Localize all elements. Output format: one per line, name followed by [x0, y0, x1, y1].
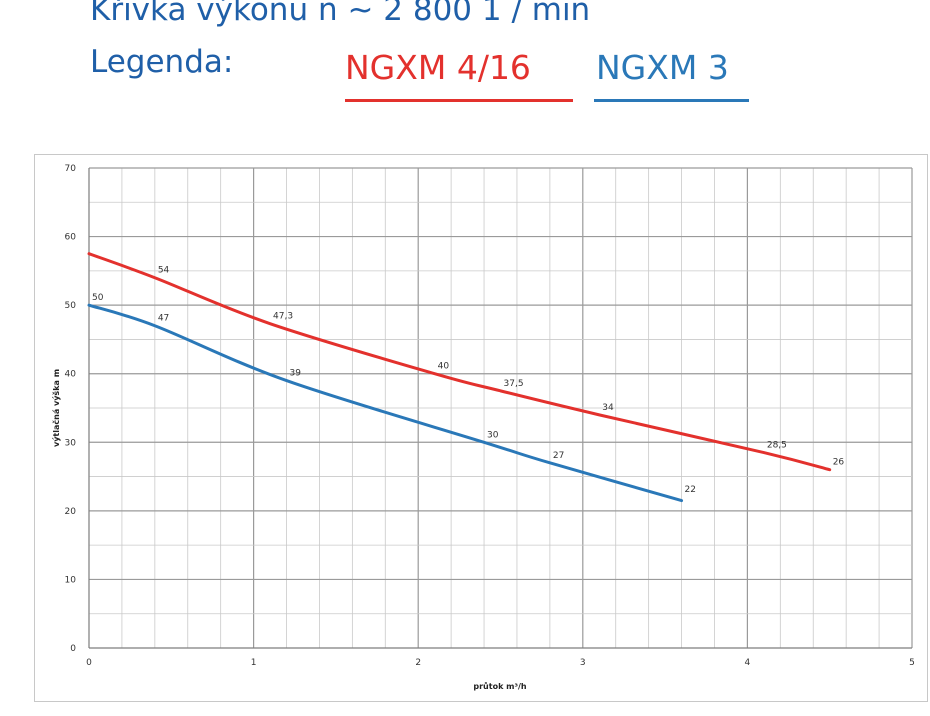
- y-tick-label: 20: [65, 507, 77, 517]
- y-tick-label: 70: [65, 164, 77, 174]
- data-label: 34: [602, 403, 614, 413]
- chart-title: Křivka výkonu n ~ 2 800 1 / min: [90, 0, 591, 28]
- x-tick-label: 3: [580, 658, 586, 668]
- chart-data-labels: 54 47,3 40 37,5 34 28,5 26 50 47 39 30 27 22: [92, 266, 844, 495]
- legend-entry-ngxm416: NGXM 4/16: [345, 48, 531, 87]
- y-tick-label: 50: [65, 301, 77, 311]
- x-tick-label: 2: [415, 658, 421, 668]
- y-tick-label: 40: [65, 370, 77, 380]
- data-label: 47: [158, 314, 169, 324]
- data-label: 22: [685, 485, 696, 495]
- data-label: 28,5: [767, 441, 787, 451]
- chart-series: [87, 252, 832, 503]
- legend-entry-label: NGXM 4/16: [345, 48, 531, 87]
- legend-entry-ngxm3: NGXM 3: [596, 48, 729, 87]
- y-tick-label: 0: [70, 644, 76, 654]
- series-line-ngxm416: [87, 252, 832, 472]
- data-label: 47,3: [273, 312, 293, 322]
- data-label: 26: [833, 458, 845, 468]
- series-line-ngxm3: [87, 303, 684, 503]
- data-label: 50: [92, 293, 104, 303]
- x-tick-label: 0: [86, 658, 92, 668]
- data-label: 54: [158, 266, 170, 276]
- legend-line-ngxm416: [345, 99, 573, 102]
- x-tick-label: 1: [251, 658, 257, 668]
- y-tick-label: 30: [65, 438, 77, 448]
- data-label: 37,5: [504, 379, 524, 389]
- data-label: 39: [290, 369, 302, 379]
- data-label: 40: [438, 362, 450, 372]
- data-label: 30: [487, 430, 499, 440]
- chart-frame: [34, 154, 928, 702]
- y-tick-label: 10: [65, 575, 77, 585]
- data-label: 27: [553, 451, 564, 461]
- y-axis-label: výtlačná výška m: [51, 369, 61, 447]
- legend-entry-label: NGXM 3: [596, 48, 729, 87]
- legend-line-ngxm3: [594, 99, 749, 102]
- y-tick-label: 60: [65, 233, 77, 243]
- x-axis-label: průtok m³/h: [473, 681, 527, 691]
- chart-grid: [88, 167, 913, 649]
- x-tick-label: 5: [909, 658, 915, 668]
- legend-label: Legenda:: [90, 44, 234, 80]
- x-tick-label: 4: [745, 658, 751, 668]
